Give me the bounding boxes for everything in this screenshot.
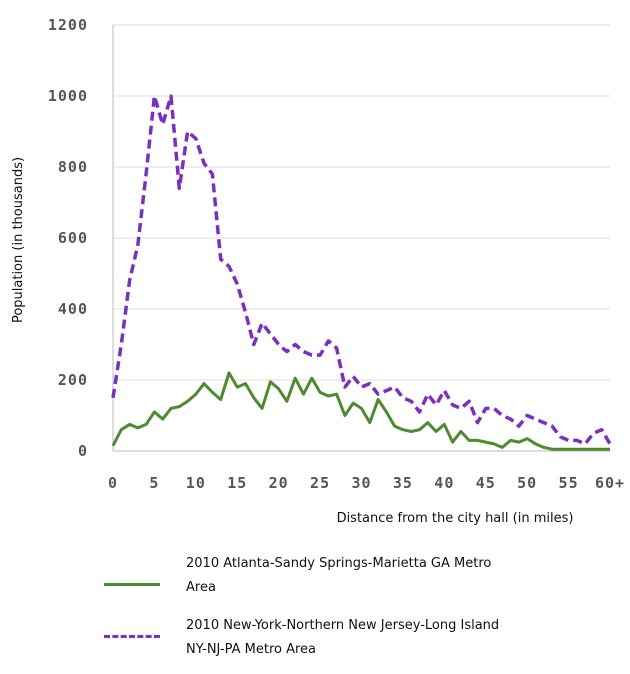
y-tick-label-5: 1000 (48, 87, 88, 105)
series-line-0 (111, 371, 610, 451)
x-axis-ticks: 0 5 10 15 20 25 30 35 40 45 50 55 60+ (108, 474, 625, 492)
x-tick-label-12: 60+ (595, 474, 625, 492)
y-tick-label-1: 200 (58, 371, 88, 389)
legend-item-atlanta: 2010 Atlanta-Sandy Springs-Marietta GA M… (104, 552, 604, 612)
series-line-1 (111, 94, 612, 446)
x-axis-title: Distance from the city hall (in miles) (337, 511, 574, 526)
line-chart: 0 200 400 600 800 1000 1200 0 5 10 15 20 25 30 35 40 45… (11, 16, 625, 526)
legend-label-new-york: 2010 New-York-Northern New Jersey-Long I… (186, 618, 500, 657)
x-tick-label-5: 25 (310, 474, 330, 492)
x-tick-label-1: 5 (149, 474, 159, 492)
y-tick-label-2: 400 (58, 300, 88, 318)
x-tick-label-4: 20 (269, 474, 289, 492)
x-tick-label-9: 45 (476, 474, 496, 492)
x-tick-label-8: 40 (434, 474, 454, 492)
x-tick-label-7: 35 (393, 474, 413, 492)
x-tick-label-11: 55 (559, 474, 579, 492)
y-axis-ticks: 0 200 400 600 800 1000 1200 (48, 16, 88, 460)
y-tick-label-3: 600 (58, 229, 88, 247)
y-tick-label-4: 800 (58, 158, 88, 176)
legend-swatch-solid (104, 583, 160, 586)
x-tick-label-0: 0 (108, 474, 118, 492)
legend-item-new-york: 2010 New-York-Northern New Jersey-Long I… (104, 614, 604, 674)
y-tick-label-6: 1200 (48, 16, 88, 34)
x-tick-label-6: 30 (351, 474, 371, 492)
series-layer (111, 94, 612, 451)
x-tick-label-2: 10 (186, 474, 206, 492)
grid-lines (113, 24, 610, 381)
legend-swatch-dashed (104, 635, 160, 638)
y-axis-title: Population (in thousands) (11, 157, 26, 323)
y-tick-label-0: 0 (78, 442, 88, 460)
legend-label-atlanta: 2010 Atlanta-Sandy Springs-Marietta GA M… (186, 556, 492, 595)
x-tick-label-3: 15 (227, 474, 247, 492)
x-tick-label-10: 50 (517, 474, 537, 492)
